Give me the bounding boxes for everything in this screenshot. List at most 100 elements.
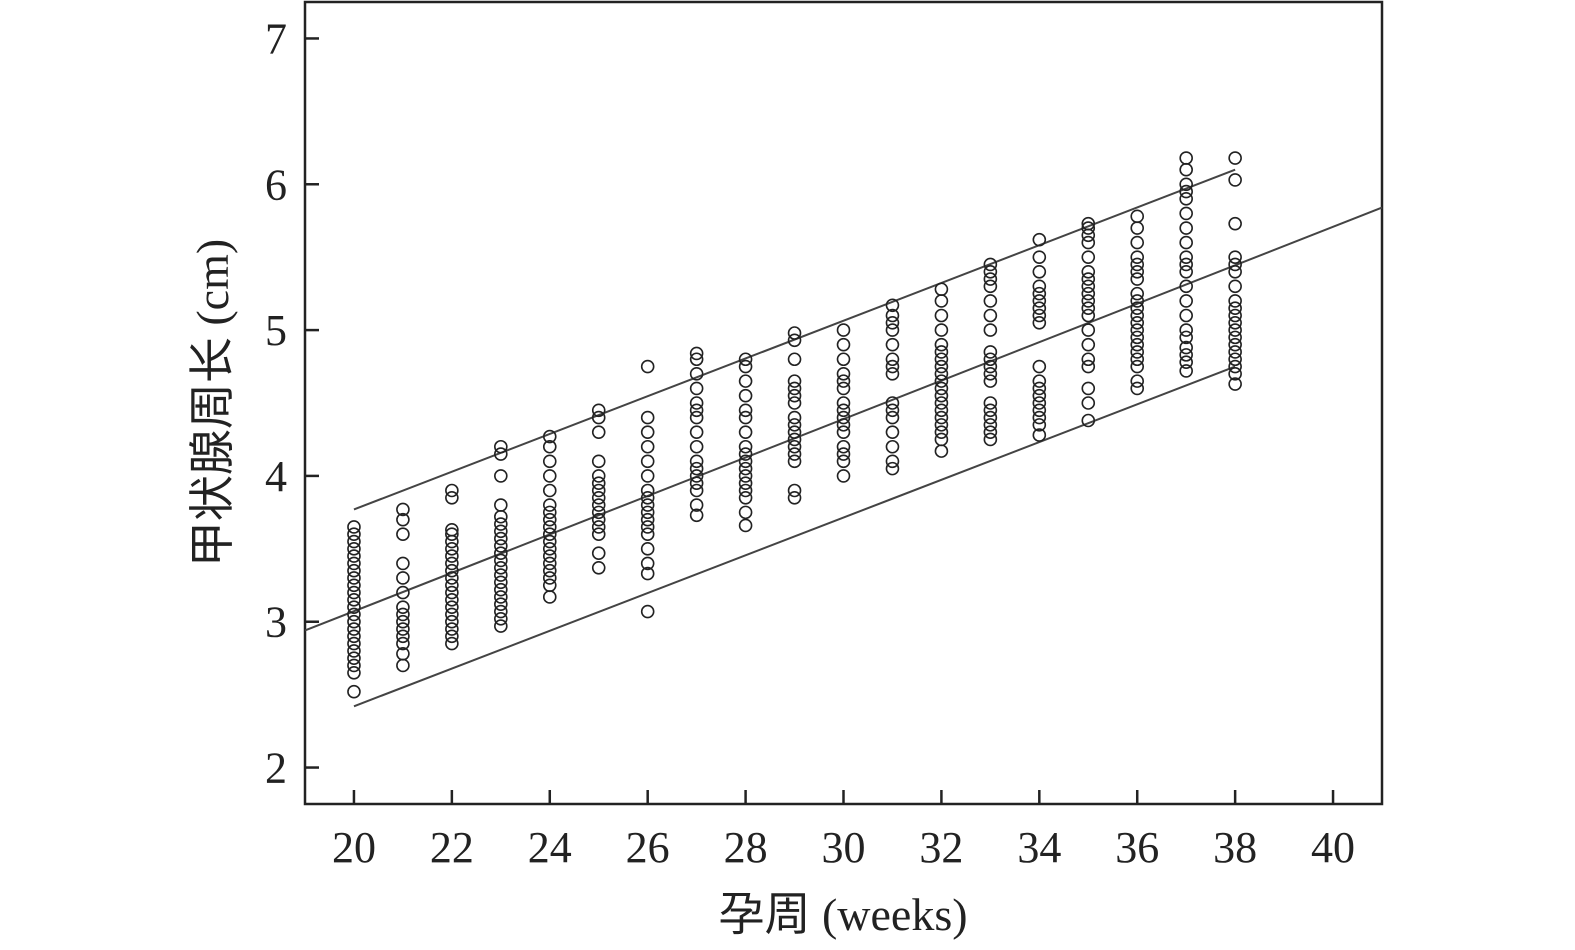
data-point xyxy=(396,636,410,651)
data-point xyxy=(445,607,459,622)
data-point xyxy=(836,323,851,337)
data-point xyxy=(1081,308,1096,323)
data-point xyxy=(1130,272,1145,286)
data-point xyxy=(738,476,753,491)
data-point xyxy=(1228,279,1242,294)
data-point xyxy=(591,483,606,498)
data-point xyxy=(689,454,704,469)
data-point xyxy=(445,549,459,563)
data-point xyxy=(347,527,361,542)
data-point xyxy=(787,425,802,439)
data-point xyxy=(934,388,949,403)
data-point xyxy=(983,308,998,323)
data-point xyxy=(1179,330,1193,345)
data-point xyxy=(1179,355,1193,369)
data-point xyxy=(934,323,949,337)
data-point xyxy=(445,622,459,636)
data-point xyxy=(1228,323,1242,337)
y-tick-label: 7 xyxy=(265,14,287,63)
data-point xyxy=(494,546,508,560)
data-point xyxy=(983,374,998,388)
data-point xyxy=(347,629,361,644)
data-point xyxy=(787,432,802,447)
data-point xyxy=(934,396,949,410)
data-point xyxy=(836,439,851,454)
data-point xyxy=(787,333,802,348)
data-point xyxy=(542,429,557,444)
data-point xyxy=(787,396,802,410)
data-point xyxy=(983,323,998,337)
data-point xyxy=(983,432,998,447)
y-tick-label: 6 xyxy=(265,160,287,209)
data-point xyxy=(983,272,998,286)
data-point xyxy=(1179,264,1193,279)
data-point xyxy=(738,461,753,476)
data-point xyxy=(591,403,606,418)
data-point xyxy=(738,518,753,533)
data-point xyxy=(347,651,361,665)
data-point xyxy=(1130,301,1145,316)
data-point xyxy=(445,585,459,600)
data-point xyxy=(591,498,606,512)
data-point xyxy=(885,439,900,454)
data-point xyxy=(591,476,606,491)
data-point xyxy=(983,396,998,410)
data-point xyxy=(1228,257,1242,272)
data-point xyxy=(542,454,557,469)
data-point xyxy=(1130,381,1145,396)
data-point xyxy=(445,571,459,585)
data-point xyxy=(738,425,753,439)
data-point xyxy=(494,539,508,553)
data-point xyxy=(347,578,361,593)
data-point xyxy=(1179,192,1193,206)
data-point xyxy=(787,381,802,396)
data-point xyxy=(1228,216,1242,231)
data-point xyxy=(1081,381,1096,396)
data-point xyxy=(494,619,508,633)
data-point xyxy=(542,498,557,512)
data-point xyxy=(640,512,655,527)
data-point xyxy=(445,600,459,614)
data-point xyxy=(1081,279,1096,294)
lower-bound-line xyxy=(353,365,1236,708)
data-point xyxy=(542,549,557,563)
data-point xyxy=(1130,264,1145,279)
data-point xyxy=(934,403,949,418)
y-tick-label: 2 xyxy=(265,744,287,793)
data-point xyxy=(396,502,410,517)
data-point xyxy=(934,282,949,297)
data-point xyxy=(738,505,753,520)
data-point xyxy=(542,590,557,604)
data-point xyxy=(347,593,361,607)
data-point xyxy=(591,490,606,505)
data-point xyxy=(836,454,851,469)
data-point xyxy=(347,571,361,585)
data-point xyxy=(689,483,704,498)
data-point xyxy=(689,476,704,491)
data-point xyxy=(445,542,459,556)
x-tick-label: 36 xyxy=(1115,823,1159,872)
data-point xyxy=(494,439,508,454)
data-point xyxy=(983,352,998,367)
data-point xyxy=(934,345,949,359)
data-point xyxy=(689,498,704,512)
data-point xyxy=(787,388,802,403)
data-point xyxy=(934,308,949,323)
x-tick-label: 30 xyxy=(822,823,866,872)
data-point xyxy=(542,542,557,556)
data-point xyxy=(396,600,410,614)
data-point xyxy=(591,454,606,469)
data-point xyxy=(787,418,802,432)
data-point xyxy=(1228,345,1242,359)
data-point xyxy=(1130,294,1145,308)
data-point xyxy=(787,352,802,367)
data-point xyxy=(347,614,361,629)
data-point xyxy=(1081,301,1096,316)
data-point xyxy=(347,563,361,578)
data-point xyxy=(1228,352,1242,367)
data-point xyxy=(689,346,704,361)
data-point xyxy=(1032,388,1047,403)
data-point xyxy=(934,381,949,396)
data-point xyxy=(689,410,704,425)
